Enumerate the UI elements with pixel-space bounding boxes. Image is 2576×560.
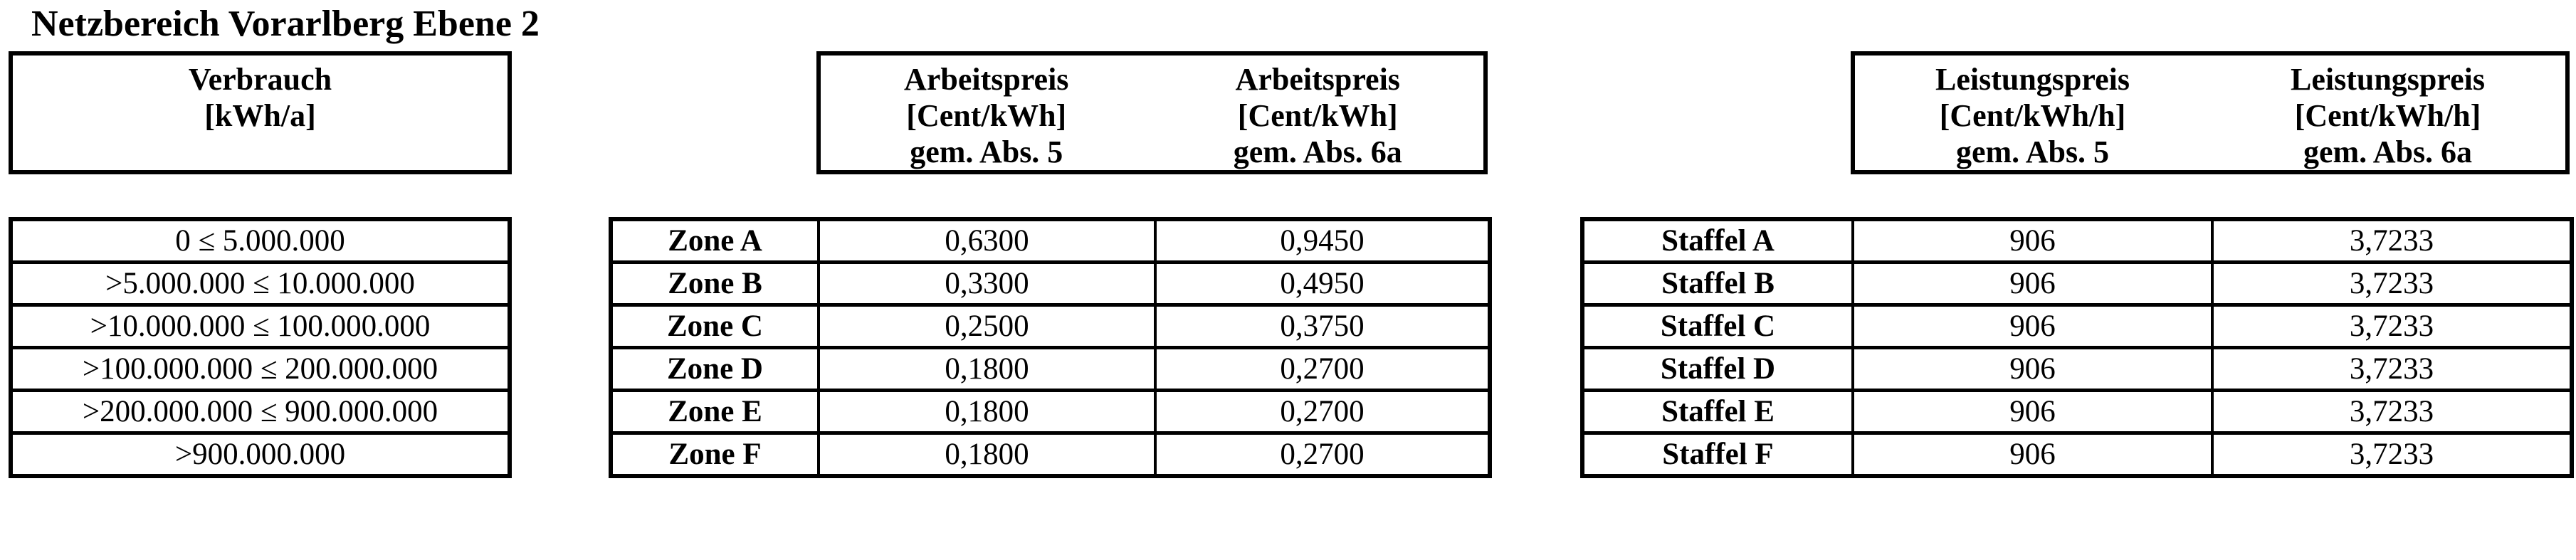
leistungspreis-abs6a-header-column: Leistungspreis [Cent/kWh/h] gem. Abs. 6a [2210,56,2565,170]
leistungspreis-abs6a-cell: 3,7233 [2211,303,2573,349]
arbeitspreis-abs6a-header-column: Arbeitspreis [Cent/kWh] gem. Abs. 6a [1152,56,1484,170]
table-row: >100.000.000 ≤ 200.000.000 [9,346,511,392]
leistungspreis-abs6a-cell: 3,7233 [2211,389,2573,435]
leistungspreis-abs5-cell: 906 [1851,431,2214,478]
leistungspreis-table: Staffel A 906 3,7233 Staffel B 906 3,723… [1580,217,2574,478]
consumption-range-cell: >200.000.000 ≤ 900.000.000 [9,389,511,435]
arbeitspreis-abs6a-cell: 0,2700 [1154,389,1491,435]
consumption-header-column: Verbrauch [kWh/a] [13,56,508,170]
table-row: Staffel C 906 3,7233 [1581,303,2573,349]
leistungspreis-abs5-cell: 906 [1851,389,2214,435]
table-row: 0 ≤ 5.000.000 [9,217,511,264]
leistungspreis-header-box: Leistungspreis [Cent/kWh/h] gem. Abs. 5 … [1851,51,2570,174]
arbeitspreis-abs6a-cell: 0,4950 [1154,260,1491,307]
table-row: Staffel E 906 3,7233 [1581,389,2573,435]
zone-label-cell: Zone B [609,260,820,307]
leistungspreis-abs6a-cell: 3,7233 [2211,260,2573,307]
arbeitspreis-abs6a-cell: 0,3750 [1154,303,1491,349]
table-row: Staffel D 906 3,7233 [1581,346,2573,392]
zone-label-cell: Zone A [609,217,820,264]
table-row: >10.000.000 ≤ 100.000.000 [9,303,511,349]
leistungspreis-abs6a-cell: 3,7233 [2211,217,2573,264]
leistungspreis-abs6a-cell: 3,7233 [2211,346,2573,392]
staffel-label-cell: Staffel F [1581,431,1854,478]
leistungspreis-abs5-header-column: Leistungspreis [Cent/kWh/h] gem. Abs. 5 [1855,56,2210,170]
leistungspreis-abs5-header-line2: [Cent/kWh/h] [1939,98,2126,133]
arbeitspreis-abs6a-header-line2: [Cent/kWh] [1237,98,1398,133]
leistungspreis-abs6a-header-line1: Leistungspreis [2290,62,2486,97]
leistungspreis-abs5-header-line3: gem. Abs. 5 [1955,134,2110,169]
consumption-range-cell: >5.000.000 ≤ 10.000.000 [9,260,511,307]
consumption-range-cell: 0 ≤ 5.000.000 [9,217,511,264]
zone-label-cell: Zone C [609,303,820,349]
arbeitspreis-abs5-header-line1: Arbeitspreis [904,62,1069,97]
arbeitspreis-abs5-cell: 0,1800 [817,389,1157,435]
table-row: >900.000.000 [9,431,511,478]
leistungspreis-abs6a-header-line2: [Cent/kWh/h] [2294,98,2481,133]
arbeitspreis-header-box: Arbeitspreis [Cent/kWh] gem. Abs. 5 Arbe… [816,51,1488,174]
table-row: Zone B 0,3300 0,4950 [609,260,1491,307]
consumption-header-box: Verbrauch [kWh/a] [9,51,512,174]
zone-label-cell: Zone E [609,389,820,435]
leistungspreis-abs5-cell: 906 [1851,303,2214,349]
arbeitspreis-abs5-cell: 0,3300 [817,260,1157,307]
arbeitspreis-table: Zone A 0,6300 0,9450 Zone B 0,3300 0,495… [609,217,1492,478]
consumption-range-cell: >100.000.000 ≤ 200.000.000 [9,346,511,392]
arbeitspreis-abs5-header-line3: gem. Abs. 5 [910,134,1063,169]
arbeitspreis-abs6a-cell: 0,2700 [1154,346,1491,392]
leistungspreis-abs5-header-line1: Leistungspreis [1935,62,2130,97]
page-title: Netzbereich Vorarlberg Ebene 2 [31,4,540,44]
table-row: >5.000.000 ≤ 10.000.000 [9,260,511,307]
staffel-label-cell: Staffel A [1581,217,1854,264]
arbeitspreis-abs6a-header-line3: gem. Abs. 6a [1233,134,1402,169]
arbeitspreis-abs5-cell: 0,6300 [817,217,1157,264]
staffel-label-cell: Staffel B [1581,260,1854,307]
leistungspreis-abs5-cell: 906 [1851,217,2214,264]
table-row: Staffel F 906 3,7233 [1581,431,2573,478]
table-row: Zone F 0,1800 0,2700 [609,431,1491,478]
leistungspreis-abs5-cell: 906 [1851,260,2214,307]
zone-label-cell: Zone D [609,346,820,392]
arbeitspreis-abs5-header-line2: [Cent/kWh] [906,98,1067,133]
table-row: Staffel B 906 3,7233 [1581,260,2573,307]
table-row: Staffel A 906 3,7233 [1581,217,2573,264]
arbeitspreis-abs6a-cell: 0,2700 [1154,431,1491,478]
staffel-label-cell: Staffel D [1581,346,1854,392]
consumption-header-line2: [kWh/a] [204,98,316,133]
arbeitspreis-abs6a-header-line1: Arbeitspreis [1235,62,1400,97]
zone-label-cell: Zone F [609,431,820,478]
arbeitspreis-abs5-cell: 0,2500 [817,303,1157,349]
arbeitspreis-abs5-cell: 0,1800 [817,431,1157,478]
arbeitspreis-abs5-cell: 0,1800 [817,346,1157,392]
staffel-label-cell: Staffel E [1581,389,1854,435]
arbeitspreis-abs5-header-column: Arbeitspreis [Cent/kWh] gem. Abs. 5 [821,56,1152,170]
table-row: >200.000.000 ≤ 900.000.000 [9,389,511,435]
leistungspreis-abs6a-cell: 3,7233 [2211,431,2573,478]
arbeitspreis-abs6a-cell: 0,9450 [1154,217,1491,264]
staffel-label-cell: Staffel C [1581,303,1854,349]
leistungspreis-abs6a-header-line3: gem. Abs. 6a [2303,134,2473,169]
leistungspreis-abs5-cell: 906 [1851,346,2214,392]
table-row: Zone A 0,6300 0,9450 [609,217,1491,264]
consumption-range-cell: >900.000.000 [9,431,511,478]
table-row: Zone D 0,1800 0,2700 [609,346,1491,392]
consumption-range-cell: >10.000.000 ≤ 100.000.000 [9,303,511,349]
table-row: Zone C 0,2500 0,3750 [609,303,1491,349]
consumption-table: 0 ≤ 5.000.000 >5.000.000 ≤ 10.000.000 >1… [9,217,512,478]
table-row: Zone E 0,1800 0,2700 [609,389,1491,435]
consumption-header-line1: Verbrauch [188,62,332,97]
